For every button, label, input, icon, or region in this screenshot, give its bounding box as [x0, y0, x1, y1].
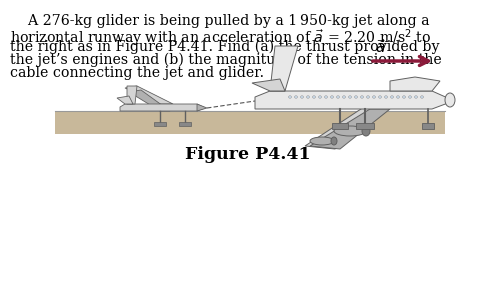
Ellipse shape [403, 96, 406, 98]
Polygon shape [310, 109, 390, 149]
Text: Figure P4.41: Figure P4.41 [185, 146, 311, 163]
Ellipse shape [301, 96, 304, 98]
Text: horizontal runway with an acceleration of $\vec{a}$ = 2.20 m/s$^2$ to: horizontal runway with an acceleration o… [10, 27, 431, 49]
Ellipse shape [397, 96, 400, 98]
Polygon shape [270, 46, 298, 91]
Ellipse shape [295, 96, 298, 98]
Text: A 276-kg glider is being pulled by a 1 950-kg jet along a: A 276-kg glider is being pulled by a 1 9… [10, 14, 429, 28]
Ellipse shape [319, 96, 322, 98]
Text: cable connecting the jet and glider.: cable connecting the jet and glider. [10, 66, 264, 80]
Ellipse shape [348, 96, 351, 98]
Ellipse shape [354, 96, 357, 98]
Ellipse shape [334, 126, 366, 136]
Ellipse shape [385, 96, 388, 98]
Text: $\vec{a}$: $\vec{a}$ [375, 38, 386, 56]
Ellipse shape [445, 93, 455, 107]
Bar [356, 123, 374, 129]
Text: the jet’s engines and (b) the magnitude of the tension in the: the jet’s engines and (b) the magnitude … [10, 53, 442, 67]
Ellipse shape [336, 96, 339, 98]
Polygon shape [129, 90, 170, 111]
Ellipse shape [379, 96, 382, 98]
Ellipse shape [362, 126, 370, 136]
Polygon shape [117, 96, 133, 104]
Ellipse shape [342, 96, 345, 98]
Bar [332, 123, 348, 129]
Bar [55, 111, 445, 134]
Bar [422, 123, 434, 129]
Bar [179, 122, 191, 126]
Polygon shape [127, 86, 137, 104]
Polygon shape [197, 104, 207, 111]
Ellipse shape [313, 96, 316, 98]
Bar [154, 122, 166, 126]
Ellipse shape [325, 96, 328, 98]
Polygon shape [390, 77, 440, 91]
Ellipse shape [288, 96, 292, 98]
Polygon shape [255, 91, 450, 109]
Ellipse shape [310, 137, 334, 145]
Text: the right as in Figure P4.41. Find (a) the thrust provided by: the right as in Figure P4.41. Find (a) t… [10, 40, 439, 54]
Ellipse shape [409, 96, 412, 98]
Ellipse shape [366, 96, 369, 98]
Polygon shape [305, 103, 395, 149]
Ellipse shape [391, 96, 394, 98]
Ellipse shape [414, 96, 417, 98]
Ellipse shape [331, 137, 337, 145]
Ellipse shape [372, 96, 376, 98]
Ellipse shape [360, 96, 363, 98]
Ellipse shape [331, 96, 333, 98]
Polygon shape [252, 79, 285, 91]
Polygon shape [120, 104, 205, 111]
Ellipse shape [307, 96, 310, 98]
Ellipse shape [420, 96, 423, 98]
Polygon shape [125, 86, 173, 104]
